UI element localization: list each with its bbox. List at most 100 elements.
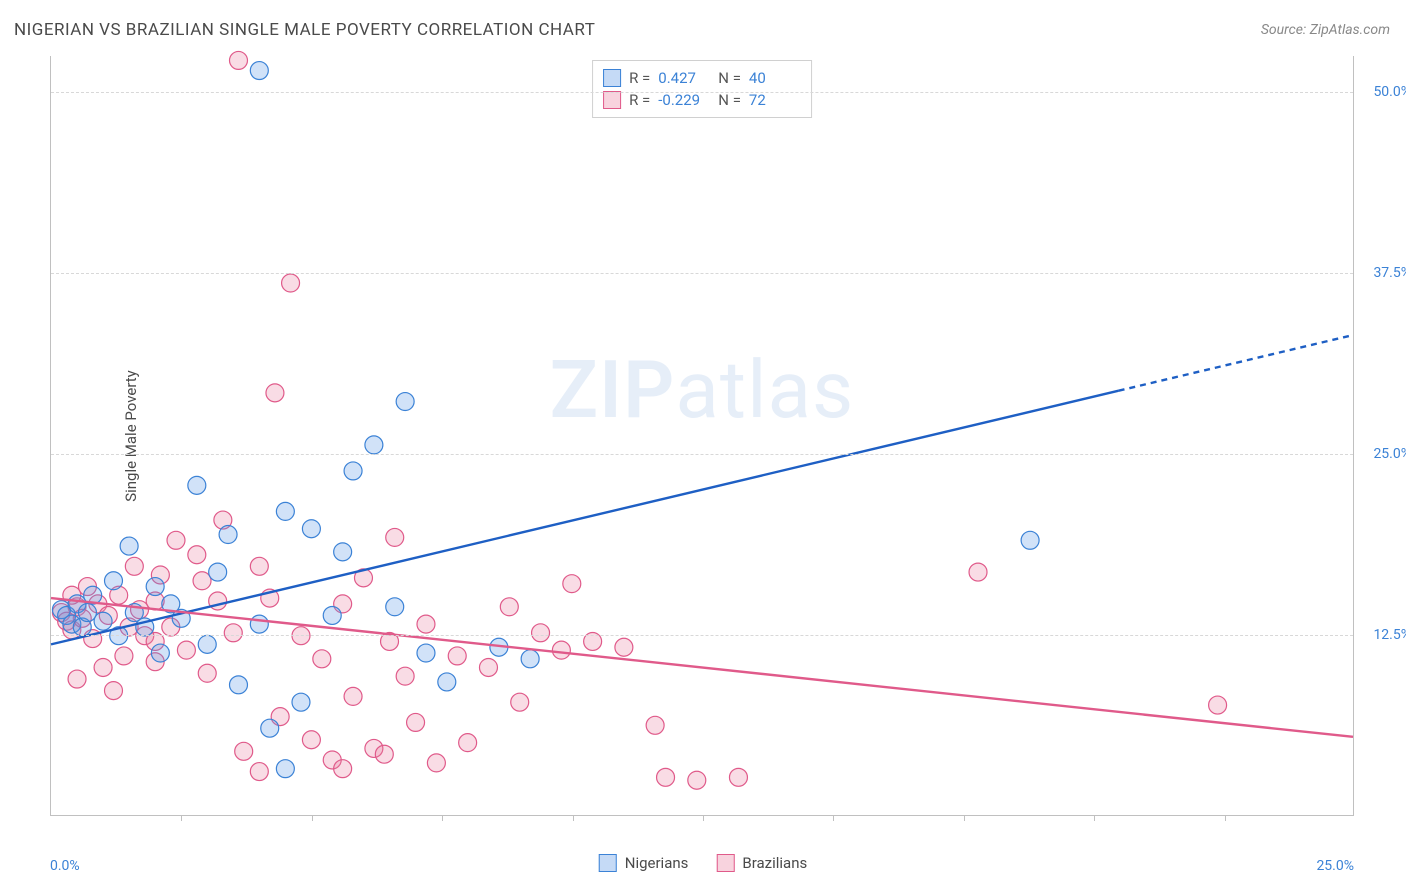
y-tick-label: 12.5%	[1373, 627, 1406, 643]
data-point	[417, 615, 435, 633]
y-tick-label: 25.0%	[1373, 446, 1406, 462]
data-point	[235, 742, 253, 760]
data-point	[407, 713, 425, 731]
data-point	[511, 693, 529, 711]
data-point	[151, 644, 169, 662]
data-point	[276, 760, 294, 778]
data-point	[396, 393, 414, 411]
data-point	[521, 650, 539, 668]
data-point	[500, 598, 518, 616]
data-point	[344, 687, 362, 705]
swatch-pink-icon	[716, 854, 734, 872]
chart-plot-area: Single Male Poverty ZIPatlas R = 0.427 N…	[50, 56, 1354, 816]
data-point	[323, 606, 341, 624]
y-tick-label: 37.5%	[1373, 265, 1406, 281]
data-point	[657, 768, 675, 786]
swatch-blue-icon	[599, 854, 617, 872]
data-point	[448, 647, 466, 665]
data-point	[365, 436, 383, 454]
x-tick	[181, 815, 182, 821]
data-point	[198, 664, 216, 682]
trend-line-extrapolated	[1119, 335, 1353, 391]
data-point	[563, 575, 581, 593]
data-point	[438, 673, 456, 691]
x-tick	[703, 815, 704, 821]
chart-title: NIGERIAN VS BRAZILIAN SINGLE MALE POVERT…	[14, 20, 595, 40]
data-point	[646, 716, 664, 734]
legend-item-nigerians: Nigerians	[599, 854, 689, 872]
data-point	[68, 670, 86, 688]
data-point	[250, 615, 268, 633]
data-point	[552, 641, 570, 659]
data-point	[459, 734, 477, 752]
x-tick	[1094, 815, 1095, 821]
data-point	[344, 462, 362, 480]
data-point	[105, 572, 123, 590]
data-point	[375, 745, 393, 763]
data-point	[230, 676, 248, 694]
data-point	[120, 537, 138, 555]
data-point	[125, 557, 143, 575]
data-point	[1021, 531, 1039, 549]
data-point	[188, 476, 206, 494]
data-point	[292, 693, 310, 711]
series-legend: Nigerians Brazilians	[599, 854, 808, 872]
data-point	[188, 546, 206, 564]
data-point	[396, 667, 414, 685]
data-point	[193, 572, 211, 590]
data-point	[334, 543, 352, 561]
data-point	[479, 659, 497, 677]
data-point	[688, 771, 706, 789]
data-point	[282, 274, 300, 292]
gridline	[51, 635, 1353, 636]
data-point	[386, 528, 404, 546]
data-point	[386, 598, 404, 616]
data-point	[230, 51, 248, 69]
data-point	[266, 384, 284, 402]
data-point	[198, 635, 216, 653]
scatter-svg	[51, 56, 1353, 815]
data-point	[105, 682, 123, 700]
legend-item-brazilians: Brazilians	[716, 854, 807, 872]
source-attribution: Source: ZipAtlas.com	[1261, 22, 1390, 38]
data-point	[94, 659, 112, 677]
data-point	[167, 531, 185, 549]
data-point	[729, 768, 747, 786]
data-point	[417, 644, 435, 662]
x-axis-min-label: 0.0%	[50, 858, 80, 874]
gridline	[51, 454, 1353, 455]
data-point	[302, 520, 320, 538]
data-point	[1209, 696, 1227, 714]
data-point	[969, 563, 987, 581]
data-point	[532, 624, 550, 642]
data-point	[209, 563, 227, 581]
data-point	[250, 62, 268, 80]
data-point	[615, 638, 633, 656]
trend-line	[51, 391, 1119, 645]
data-point	[177, 641, 195, 659]
data-point	[302, 731, 320, 749]
x-tick	[1225, 815, 1226, 821]
data-point	[78, 604, 96, 622]
data-point	[146, 578, 164, 596]
data-point	[219, 526, 237, 544]
data-point	[115, 647, 133, 665]
x-tick	[573, 815, 574, 821]
data-point	[250, 763, 268, 781]
y-tick-label: 50.0%	[1373, 84, 1406, 100]
data-point	[313, 650, 331, 668]
gridline	[51, 273, 1353, 274]
data-point	[224, 624, 242, 642]
x-tick	[442, 815, 443, 821]
x-axis-max-label: 25.0%	[1316, 858, 1354, 874]
x-tick	[964, 815, 965, 821]
data-point	[261, 719, 279, 737]
data-point	[334, 760, 352, 778]
data-point	[427, 754, 445, 772]
x-tick	[312, 815, 313, 821]
data-point	[94, 612, 112, 630]
data-point	[250, 557, 268, 575]
gridline	[51, 92, 1353, 93]
x-tick	[833, 815, 834, 821]
trend-line	[51, 598, 1353, 737]
